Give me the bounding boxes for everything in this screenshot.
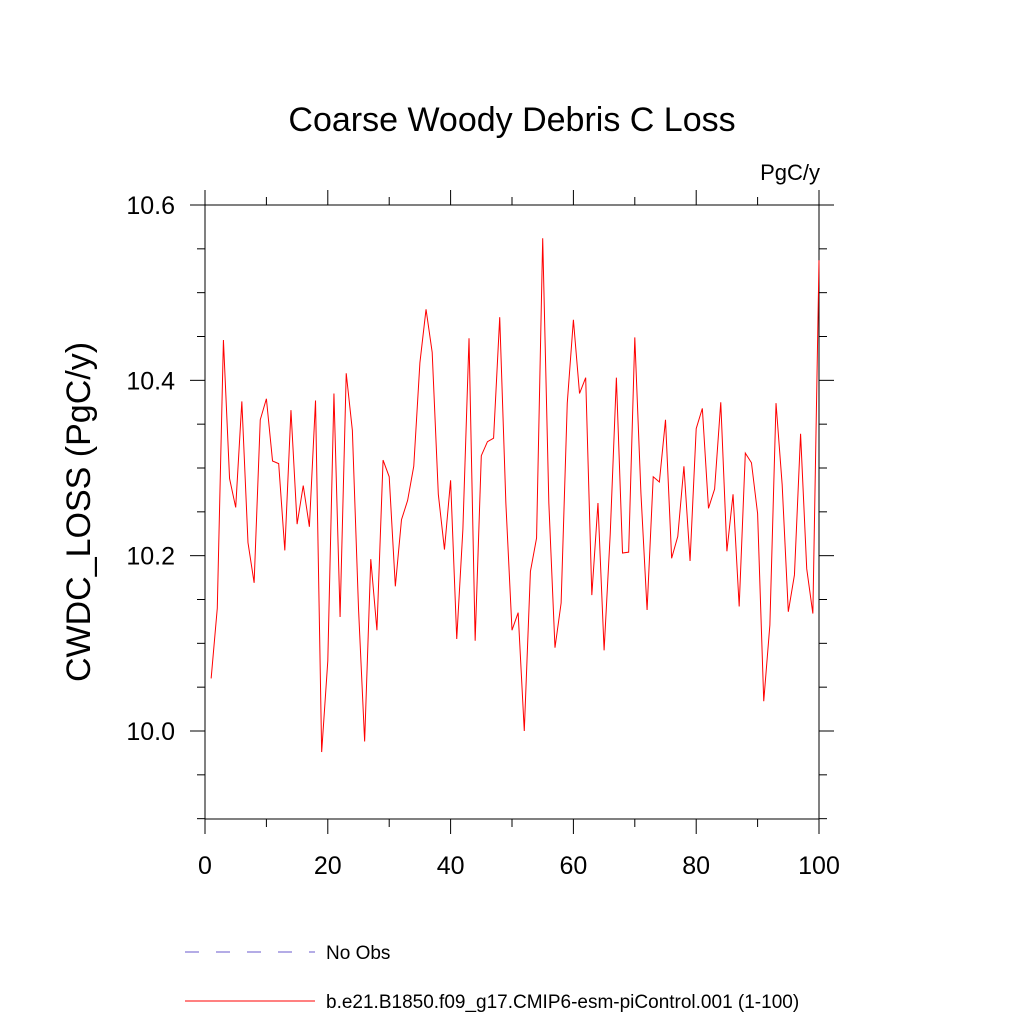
units-label: PgC/y: [760, 160, 820, 185]
legend-label-model: b.e21.B1850.f09_g17.CMIP6-esm-piControl.…: [326, 992, 799, 1013]
x-tick-label: 40: [437, 852, 465, 880]
tick-labels: 0 20 40 60 80 100 10.0 10.2 10.4 10.6: [126, 192, 840, 880]
y-tick-label: 10.0: [126, 718, 175, 746]
y-tick-label: 10.6: [126, 192, 175, 220]
y-tick-label: 10.4: [126, 367, 175, 395]
legend: No Obs b.e21.B1850.f09_g17.CMIP6-esm-piC…: [185, 943, 799, 1013]
plot-frame: [204, 204, 820, 820]
y-tick-label: 10.2: [126, 543, 175, 571]
chart-title: Coarse Woody Debris C Loss: [288, 101, 735, 139]
y-axis-label: CWDC_LOSS (PgC/y): [60, 342, 98, 682]
x-tick-label: 60: [559, 852, 587, 880]
plot-area: 0 20 40 60 80 100 10.0 10.2 10.4 10.6: [126, 190, 840, 880]
x-tick-label: 0: [198, 852, 212, 880]
legend-label-no-obs: No Obs: [326, 943, 390, 964]
x-tick-label: 100: [798, 852, 840, 880]
x-tick-label: 20: [314, 852, 342, 880]
axis-ticks: [190, 190, 834, 834]
series-line: [210, 238, 820, 753]
x-tick-label: 80: [682, 852, 710, 880]
